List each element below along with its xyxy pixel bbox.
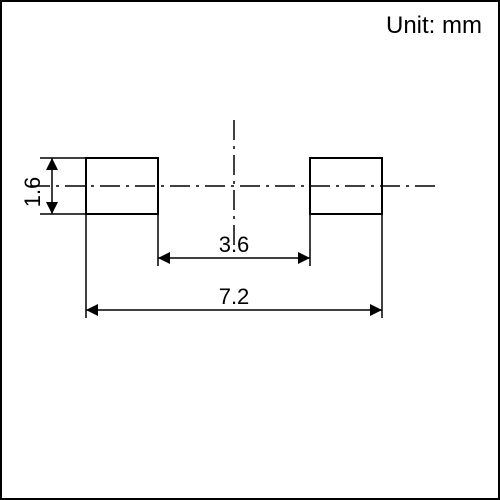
dim-label-height: 1.6 [20, 177, 45, 208]
arrow-height-top [46, 158, 58, 170]
frame-border [1, 1, 499, 499]
arrow-outer-left [86, 304, 98, 316]
dim-label-inner: 3.6 [219, 232, 250, 257]
dim-label-outer: 7.2 [219, 284, 250, 309]
diagram-container: Unit: mm 1.6 3.6 [0, 0, 500, 500]
arrow-inner-left [158, 252, 170, 264]
arrow-inner-right [298, 252, 310, 264]
dimension-drawing: 1.6 3.6 7.2 [0, 0, 500, 500]
arrow-outer-right [370, 304, 382, 316]
arrow-height-bottom [46, 202, 58, 214]
